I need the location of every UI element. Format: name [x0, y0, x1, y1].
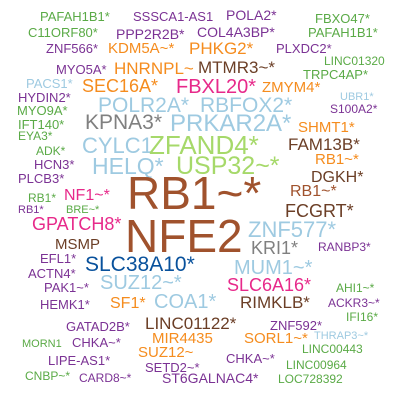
- word-trpc4ap: TRPC4AP*: [303, 67, 369, 82]
- word-fbxl20: FBXL20*: [176, 76, 257, 98]
- word-usp32: USP32~*: [176, 152, 280, 180]
- word-myo9a: MYO9A*: [17, 103, 68, 118]
- word-cnbp: CNBP~*: [25, 369, 71, 383]
- word-morn1: MORN1: [22, 338, 62, 350]
- word-pafah1b1-b: PAFAH1B1*: [308, 25, 378, 40]
- word-st6galnac4: ST6GALNAC4*: [162, 370, 259, 386]
- word-c11orf80: C11ORF80*: [28, 25, 98, 40]
- word-prkar2a: PRKAR2A*: [170, 110, 292, 137]
- word-nf1: NF1~*: [64, 187, 110, 204]
- word-mtmr3: MTMR3~*: [198, 58, 275, 77]
- word-ift140: IFT140*: [18, 117, 65, 132]
- word-suz12-blue: SUZ12~*: [100, 272, 182, 294]
- word-kri1: KRI1*: [251, 238, 299, 258]
- word-sec16a: SEC16A*: [82, 76, 159, 96]
- word-gpatch8: GPATCH8*: [32, 214, 122, 234]
- word-actn4: ACTN4*: [28, 266, 76, 281]
- word-linc00443: LINC00443: [302, 342, 363, 356]
- word-fam13b: FAM13B*: [288, 135, 360, 154]
- word-zfand4: ZFAND4*: [149, 130, 259, 160]
- word-slc6a16: SLC6A16*: [227, 275, 312, 295]
- word-helq: HELQ*: [92, 153, 164, 179]
- word-msmp: MSMP: [55, 236, 100, 253]
- word-col4a3bp: COL4A3BP*: [197, 24, 275, 40]
- word-plcb3: PLCB3*: [18, 171, 65, 186]
- word-rimklb: RIMKLB*: [240, 293, 310, 312]
- word-hcn3: HCN3*: [34, 157, 75, 172]
- word-znf592: ZNF592*: [270, 318, 323, 333]
- word-ubr1: UBR1*: [340, 91, 374, 103]
- word-chka-a: CHKA~*: [72, 335, 121, 350]
- word-fbxo47: FBXO47*: [315, 11, 370, 26]
- word-linc00964: LINC00964: [286, 358, 347, 372]
- word-rb1-big: RB1~*: [127, 167, 262, 219]
- word-phkg2: PHKG2*: [189, 39, 254, 58]
- word-thrap3: THRAP3~*: [314, 330, 369, 342]
- word-plxdc2: PLXDC2*: [276, 41, 332, 56]
- word-rb1-orange: RB1~*: [315, 151, 359, 168]
- word-rbfox2: RBFOX2*: [200, 94, 293, 117]
- word-pacs1: PACS1*: [26, 76, 73, 91]
- word-mir4435: MIR4435: [152, 330, 213, 347]
- word-rb1-purple: RB1*: [18, 204, 44, 216]
- word-s100a2: S100A2*: [330, 102, 378, 116]
- word-pafah1b1-a: PAFAH1B1*: [40, 9, 110, 24]
- word-adk: ADK*: [36, 144, 66, 158]
- word-polr2a: POLR2A*: [98, 94, 190, 117]
- word-sorl1: SORL1~*: [244, 330, 308, 347]
- word-ranbp3: RANBP3*: [318, 240, 371, 254]
- word-ifi16: IFI16*: [346, 310, 379, 324]
- word-mum1: MUM1~*: [234, 257, 313, 279]
- word-card8: CARD8~*: [79, 371, 132, 385]
- word-sf1: SF1*: [110, 295, 146, 312]
- word-ppp2r2b: PPP2R2B*: [116, 26, 185, 42]
- word-znf566: ZNF566*: [46, 41, 99, 56]
- word-rb1-mid: RB1~*: [290, 183, 337, 200]
- word-linc01122: LINC01122*: [145, 314, 237, 333]
- word-kpna3: KPNA3*: [85, 111, 163, 134]
- word-zmym4: ZMYM4*: [262, 79, 321, 96]
- word-ahi1: AHI1~*: [336, 281, 375, 295]
- word-nfe2: NFE2: [125, 210, 243, 262]
- word-shmt1: SHMT1*: [298, 119, 355, 136]
- word-eya3: EYA3*: [18, 129, 53, 143]
- word-linc01320: LINC01320: [324, 54, 385, 68]
- word-sssca1-as1: SSSCA1-AS1: [133, 9, 214, 24]
- word-kdm5a: KDM5A~*: [108, 40, 175, 57]
- word-bre: BRE~*: [66, 204, 100, 216]
- word-rb1-green: RB1*: [28, 191, 57, 205]
- word-chka-b: CHKA~*: [226, 351, 275, 366]
- word-gatad2b: GATAD2B*: [66, 319, 130, 334]
- word-pola2: POLA2*: [226, 7, 277, 23]
- word-efl1: EFL1*: [40, 251, 77, 266]
- word-hydin2: HYDIN2*: [18, 90, 71, 105]
- word-myo5a: MYO5A*: [56, 62, 107, 77]
- word-ackr3: ACKR3~*: [328, 296, 380, 310]
- word-slc38a10: SLC38A10*: [85, 253, 195, 276]
- word-loc728392: LOC728392: [278, 372, 343, 386]
- word-lipe-as1: LIPE-AS1*: [48, 353, 111, 368]
- word-fcgrt: FCGRT*: [285, 201, 354, 221]
- word-coa1: COA1*: [154, 291, 217, 313]
- word-suz12-orange: SUZ12~: [138, 344, 194, 361]
- word-dgkh: DGKH*: [311, 169, 364, 186]
- word-hemk1: HEMK1*: [40, 297, 90, 312]
- word-setd2: SETD2~*: [145, 360, 200, 375]
- word-znf577: ZNF577*: [248, 217, 337, 242]
- word-cylc1: CYLC1: [82, 133, 153, 158]
- word-pak1: PAK1~*: [44, 280, 89, 295]
- word-hnrnpl: HNRNPL~: [114, 59, 194, 78]
